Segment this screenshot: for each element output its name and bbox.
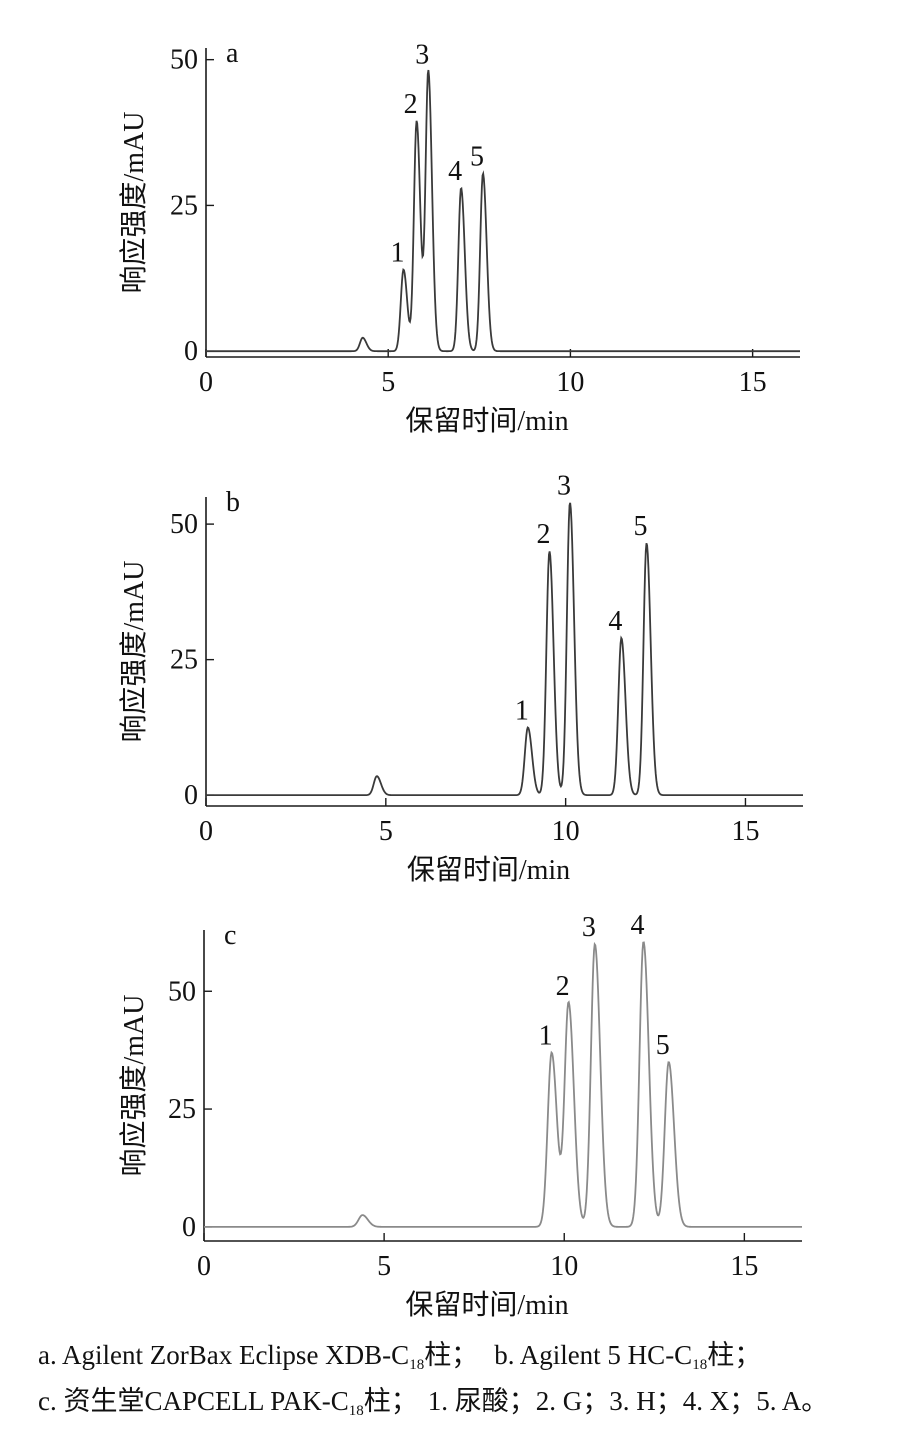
- y-tick-label: 25: [170, 645, 198, 676]
- x-tick-label: 5: [377, 1251, 391, 1282]
- x-tick-label: 10: [552, 816, 580, 847]
- caption-b-subscript: 18: [692, 1357, 708, 1373]
- x-axis-label: 保留时间/min: [405, 1289, 568, 1320]
- peak-label-1: 1: [515, 695, 529, 726]
- x-tick-label: 15: [739, 367, 767, 398]
- x-tick-label: 0: [197, 1251, 211, 1282]
- caption-b-suffix: 柱；: [707, 1340, 762, 1370]
- y-tick-label: 50: [170, 509, 198, 540]
- caption-a-subscript: 18: [409, 1357, 425, 1373]
- peak-label-4: 4: [448, 156, 462, 187]
- peak-label-3: 3: [557, 470, 571, 501]
- x-tick-label: 0: [199, 816, 213, 847]
- peak-label-5: 5: [470, 141, 484, 172]
- peak-label-4: 4: [608, 606, 622, 637]
- caption-line-2: c. 资生堂CAPCELL PAK-C18柱； 1. 尿酸；2. G；3. H；4…: [38, 1384, 828, 1428]
- chromatogram-trace: [204, 941, 802, 1228]
- x-tick-label: 5: [381, 367, 395, 398]
- peak-label-3: 3: [582, 912, 596, 943]
- x-axis-label: 保留时间/min: [407, 854, 570, 886]
- caption-b-text: b. Agilent 5 HC-C: [494, 1340, 693, 1370]
- caption-a-suffix: 柱；: [424, 1340, 479, 1370]
- panel-label: b: [226, 487, 240, 518]
- peak-label-1: 1: [391, 238, 405, 269]
- panel-label: c: [224, 920, 236, 951]
- y-tick-label: 25: [168, 1094, 196, 1125]
- chromatogram-trace: [206, 69, 800, 353]
- caption-c-suffix: 柱；: [363, 1386, 418, 1416]
- x-tick-label: 10: [550, 1251, 578, 1282]
- x-axis-label: 保留时间/min: [405, 405, 568, 437]
- y-axis-label: 响应强度/mAU: [118, 111, 150, 293]
- peak-label-4: 4: [630, 910, 644, 941]
- panel-label: a: [226, 38, 239, 69]
- y-axis-label: 响应强度/mAU: [118, 560, 150, 742]
- x-tick-label: 0: [199, 367, 213, 398]
- caption-a-text: a. Agilent ZorBax Eclipse XDB-C: [38, 1340, 410, 1370]
- caption-peak-list: 1. 尿酸；2. G；3. H；4. X；5. A。: [427, 1386, 829, 1416]
- y-axis-label: 响应强度/mAU: [118, 994, 150, 1176]
- chart-panel-c: 0 5 10 15 0 25 50 保留时间/min 响应强度/mAU c 123 4 5: [118, 910, 802, 1320]
- peak-label-2: 2: [404, 89, 418, 120]
- y-tick-label: 0: [184, 336, 198, 367]
- peak-label-5: 5: [656, 1030, 670, 1061]
- y-tick-label: 0: [184, 780, 198, 811]
- caption-c-text: c. 资生堂CAPCELL PAK-C: [38, 1386, 349, 1416]
- y-tick-label: 50: [168, 976, 196, 1007]
- x-tick-label: 15: [731, 816, 759, 847]
- peak-label-5: 5: [634, 511, 648, 542]
- x-tick-label: 15: [730, 1251, 758, 1282]
- caption-line-1: a. Agilent ZorBax Eclipse XDB-C18柱； b. Ag…: [38, 1338, 761, 1382]
- y-tick-label: 50: [170, 45, 198, 76]
- x-tick-label: 10: [556, 367, 584, 398]
- y-tick-label: 0: [182, 1212, 196, 1243]
- peak-label-2: 2: [536, 519, 550, 550]
- peak-label-1: 1: [539, 1021, 553, 1052]
- peak-label-3: 3: [415, 39, 429, 70]
- x-tick-label: 5: [379, 816, 393, 847]
- caption-c-subscript: 18: [348, 1403, 364, 1419]
- chromatogram-trace: [206, 502, 803, 797]
- peak-label-2: 2: [556, 971, 570, 1002]
- y-tick-label: 25: [170, 190, 198, 221]
